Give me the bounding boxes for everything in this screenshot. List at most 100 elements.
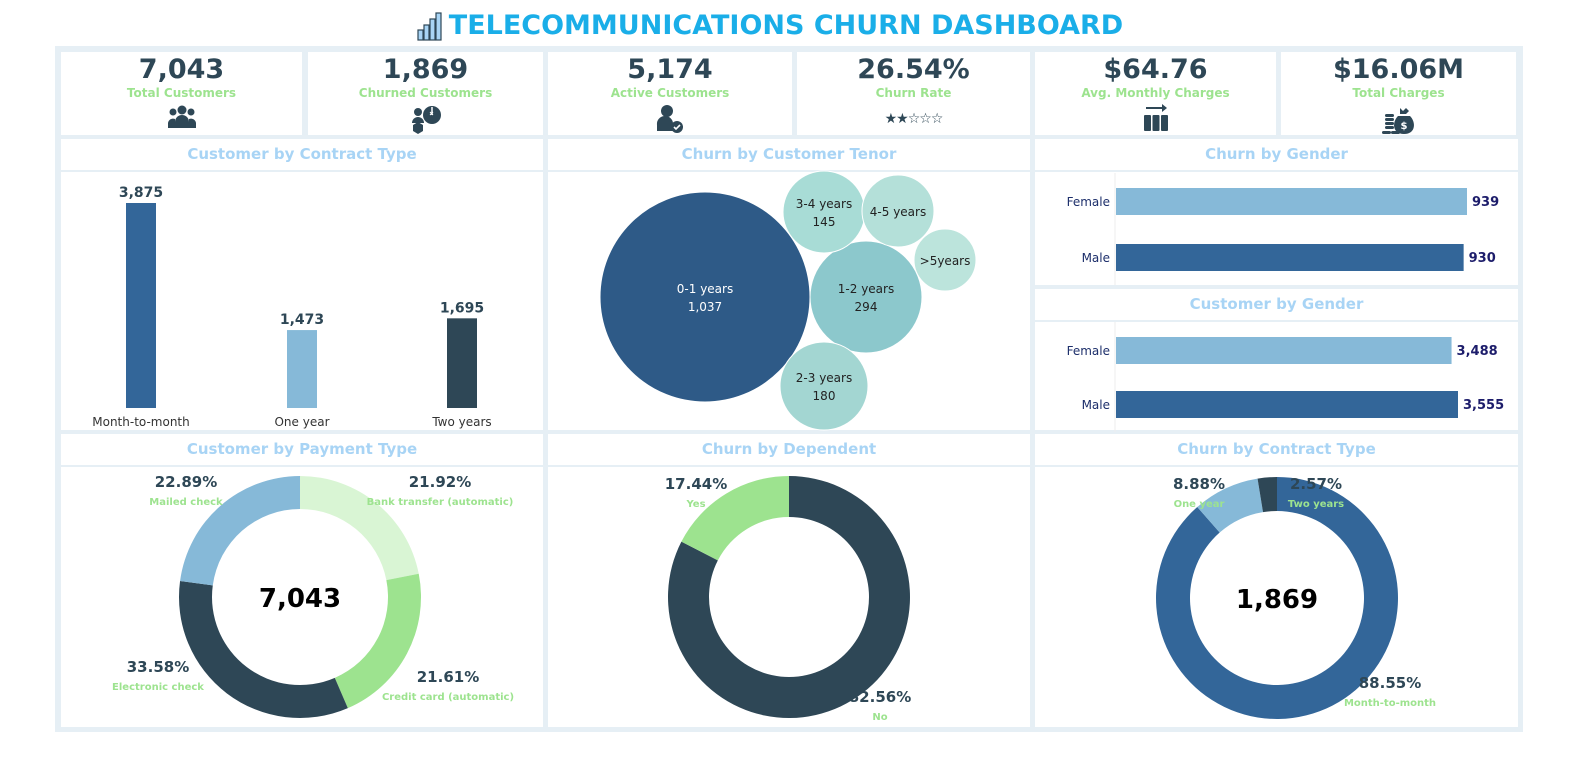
bubble-label: 3-4 years bbox=[796, 197, 852, 211]
bar-Male bbox=[1116, 391, 1458, 418]
slice-Credit card (automatic) bbox=[334, 573, 421, 709]
kpi-card-active-customers: 5,174 Active Customers bbox=[548, 52, 792, 135]
panel-title: Churn by Gender bbox=[1205, 145, 1348, 163]
slice-category-label: Month-to-month bbox=[1344, 698, 1436, 709]
user-check-icon bbox=[548, 104, 792, 134]
bubble-3-4 years bbox=[782, 170, 866, 254]
bubble-value: 180 bbox=[813, 389, 836, 403]
slice-Yes bbox=[681, 476, 789, 561]
donut-center-total: 7,043 bbox=[259, 584, 341, 614]
slice-percent-label: 22.89% bbox=[155, 473, 217, 491]
slice-category-label: One year bbox=[1174, 499, 1225, 510]
bubble-value: 294 bbox=[855, 300, 878, 314]
bar-chart-logo-icon bbox=[417, 11, 442, 41]
panel-title: Customer by Contract Type bbox=[187, 145, 417, 163]
columns-arrow-icon bbox=[1035, 104, 1276, 132]
bar-Two years bbox=[447, 318, 477, 408]
slice-Electronic check bbox=[179, 581, 348, 718]
bar-Month-to-month bbox=[126, 203, 156, 408]
panel-title: Churn by Dependent bbox=[701, 440, 877, 458]
bar-Female bbox=[1116, 337, 1452, 364]
slice-percent-label: 88.55% bbox=[1359, 674, 1421, 692]
slice-No bbox=[667, 476, 910, 718]
kpi-label: Avg. Monthly Charges bbox=[1081, 86, 1230, 100]
panel-title: Churn by Contract Type bbox=[1177, 440, 1376, 458]
slice-Two years bbox=[1257, 477, 1277, 513]
bar-value-label: 3,555 bbox=[1463, 398, 1504, 413]
bubble-label: 4-5 years bbox=[870, 205, 926, 219]
slice-percent-label: 17.44% bbox=[665, 475, 727, 493]
x-tick-label: Month-to-month bbox=[92, 415, 190, 429]
y-tick-label: Female bbox=[1067, 344, 1110, 358]
bar-value-label: 930 bbox=[1469, 251, 1496, 266]
kpi-card-total-charges: $16.06M Total Charges $ bbox=[1281, 52, 1516, 135]
bar-value-label: 3,875 bbox=[119, 185, 163, 201]
slice-category-label: Yes bbox=[685, 499, 705, 510]
y-tick-label: Male bbox=[1082, 251, 1110, 265]
bubble-0-1 years bbox=[599, 191, 811, 403]
bar-value-label: 3,488 bbox=[1457, 344, 1498, 359]
bar-Male bbox=[1116, 244, 1464, 271]
slice-category-label: No bbox=[872, 712, 887, 723]
slice-percent-label: 21.92% bbox=[409, 473, 471, 491]
bubble->5years bbox=[913, 228, 977, 292]
bar-Female bbox=[1116, 188, 1467, 215]
svg-text:$: $ bbox=[1400, 121, 1407, 132]
bar-One year bbox=[287, 330, 317, 408]
y-tick-label: Male bbox=[1082, 398, 1110, 412]
bubble-label: >5years bbox=[920, 254, 971, 268]
kpi-value: 7,043 bbox=[138, 54, 225, 85]
kpi-card-total-customers: 7,043 Total Customers bbox=[61, 52, 302, 135]
panel-title: Customer by Payment Type bbox=[186, 440, 418, 458]
panel-title: Churn by Customer Tenor bbox=[681, 145, 897, 163]
dashboard-title: TELECOMMUNICATIONS CHURN DASHBOARD bbox=[0, 10, 1540, 41]
slice-Bank transfer (automatic) bbox=[300, 476, 419, 581]
slice-percent-label: 2.57% bbox=[1290, 475, 1342, 493]
slice-category-label: Two years bbox=[1288, 499, 1344, 510]
bubble-value: 1,037 bbox=[688, 300, 722, 314]
bubble-2-3 years bbox=[779, 341, 869, 431]
bubble-1-2 years bbox=[809, 240, 923, 354]
kpi-value: $64.76 bbox=[1103, 54, 1208, 85]
bubble-4-5 years bbox=[861, 174, 935, 248]
kpi-card-churn-rate: 26.54% Churn Rate ★★☆☆☆ bbox=[797, 52, 1030, 135]
slice-category-label: Mailed check bbox=[149, 497, 223, 508]
slice-percent-label: 82.56% bbox=[849, 688, 911, 706]
kpi-card-avg-monthly-charges: $64.76 Avg. Monthly Charges bbox=[1035, 52, 1276, 135]
bubble-label: 2-3 years bbox=[796, 371, 852, 385]
kpi-label: Churned Customers bbox=[358, 86, 493, 100]
slice-percent-label: 8.88% bbox=[1173, 475, 1225, 493]
slice-Mailed check bbox=[180, 476, 300, 586]
kpi-label: Active Customers bbox=[610, 86, 730, 100]
kpi-label: Churn Rate bbox=[875, 86, 952, 100]
x-tick-label: One year bbox=[274, 415, 329, 429]
kpi-value: 5,174 bbox=[627, 54, 713, 85]
kpi-label: Total Charges bbox=[1352, 86, 1445, 100]
slice-percent-label: 33.58% bbox=[127, 658, 189, 676]
slice-percent-label: 21.61% bbox=[417, 668, 479, 686]
panel-title: Customer by Gender bbox=[1189, 295, 1364, 313]
kpi-value: 26.54% bbox=[857, 54, 970, 85]
bar-value-label: 939 bbox=[1472, 195, 1499, 210]
donut-center-total: 1,869 bbox=[1236, 585, 1318, 615]
slice-category-label: Bank transfer (automatic) bbox=[367, 497, 514, 508]
churn-pie-icon bbox=[308, 104, 543, 134]
kpi-card-churned-customers: 1,869 Churned Customers bbox=[308, 52, 543, 135]
money-bag-icon: $ bbox=[1281, 104, 1516, 136]
bar-value-label: 1,695 bbox=[440, 300, 484, 316]
slice-category-label: Credit card (automatic) bbox=[382, 692, 514, 703]
kpi-value: 1,869 bbox=[382, 54, 469, 85]
bubble-value: 145 bbox=[813, 215, 836, 229]
slice-category-label: Electronic check bbox=[112, 682, 204, 693]
y-tick-label: Female bbox=[1067, 195, 1110, 209]
star-rating-icon: ★★☆☆☆ bbox=[884, 111, 944, 127]
kpi-value: $16.06M bbox=[1332, 54, 1465, 85]
bubble-label: 1-2 years bbox=[838, 282, 894, 296]
bar-value-label: 1,473 bbox=[280, 312, 324, 328]
x-tick-label: Two years bbox=[431, 415, 491, 429]
kpi-label: Total Customers bbox=[126, 86, 237, 100]
slice-One year bbox=[1197, 478, 1264, 533]
bubble-label: 0-1 years bbox=[677, 282, 733, 296]
users-icon bbox=[61, 104, 302, 130]
